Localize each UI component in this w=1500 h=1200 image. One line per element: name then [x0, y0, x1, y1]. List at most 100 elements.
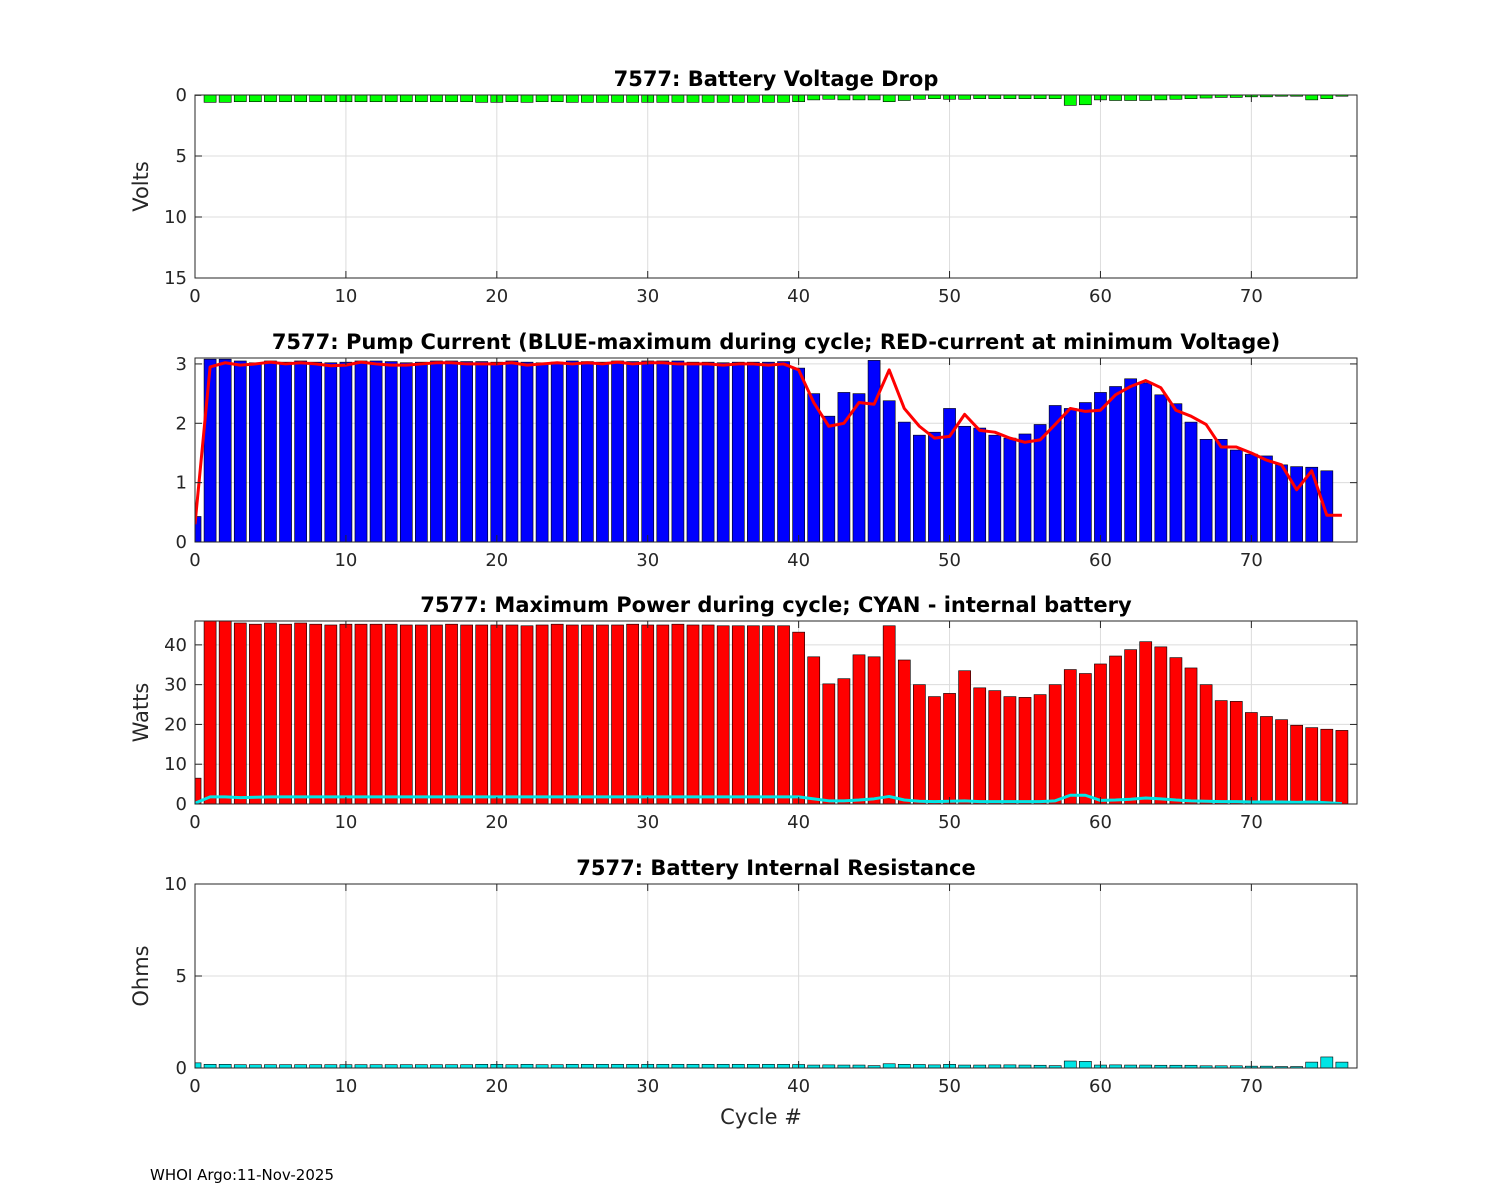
x-tick-label: 20: [485, 812, 508, 833]
bar: [1124, 1064, 1137, 1068]
bar: [1275, 464, 1288, 542]
bar: [399, 362, 413, 542]
bar: [852, 1064, 866, 1068]
chart-title: 7577: Maximum Power during cycle; CYAN -…: [420, 593, 1132, 617]
bar: [550, 361, 564, 542]
bar: [958, 1064, 971, 1068]
bar: [1033, 694, 1047, 804]
bar: [611, 360, 624, 542]
bar: [1214, 439, 1228, 542]
x-tick-label: 70: [1240, 550, 1263, 571]
y-tick-label: 0: [176, 85, 187, 106]
bar: [731, 1064, 745, 1068]
bar: [1260, 716, 1273, 804]
bar: [928, 696, 941, 804]
bar: [1245, 453, 1258, 542]
y-tick-label: 3: [176, 354, 187, 375]
bar: [1335, 95, 1349, 97]
bar: [324, 362, 338, 542]
bar: [264, 622, 277, 804]
bar: [867, 1065, 881, 1068]
bar: [656, 1064, 670, 1068]
bar: [611, 95, 624, 103]
bar: [882, 400, 896, 542]
axes-frame: [194, 357, 1358, 543]
bar: [1290, 724, 1303, 804]
bar: [1003, 95, 1017, 99]
x-tick-label: 70: [1240, 1076, 1263, 1097]
bar: [218, 95, 232, 103]
bar: [475, 361, 489, 542]
bar: [943, 693, 956, 804]
y-tick-label: 2: [176, 413, 187, 434]
bar: [399, 95, 413, 103]
bar: [249, 362, 262, 542]
axes-background: [195, 621, 1357, 804]
x-tick-label: 10: [334, 286, 357, 307]
bar: [822, 415, 836, 542]
bar: [1305, 1061, 1319, 1068]
bar: [762, 95, 775, 103]
bar: [581, 624, 594, 804]
bar: [596, 361, 609, 542]
bar: [1320, 470, 1334, 542]
bar: [731, 361, 745, 542]
bar: [369, 623, 383, 804]
bar: [1048, 1065, 1062, 1068]
bar: [1063, 95, 1077, 106]
bar: [203, 1064, 217, 1068]
bar: [671, 1064, 685, 1068]
bar: [475, 1064, 489, 1068]
x-tick-label: 10: [334, 550, 357, 571]
axes-background: [195, 358, 1357, 542]
bar: [1079, 95, 1092, 106]
bar: [354, 95, 368, 103]
bar: [747, 1064, 760, 1068]
bar: [852, 95, 866, 101]
bar: [671, 623, 685, 804]
bar: [1184, 667, 1198, 804]
series-line: [195, 360, 1342, 525]
bar: [701, 95, 715, 103]
bar: [1199, 684, 1213, 804]
bar: [686, 624, 700, 804]
bar: [882, 95, 896, 103]
bar: [701, 361, 715, 542]
bar: [294, 622, 307, 804]
bar: [354, 360, 368, 542]
bar: [897, 95, 911, 101]
x-tick-label: 40: [787, 550, 810, 571]
bar: [581, 95, 594, 103]
bar: [656, 624, 670, 804]
bar: [822, 683, 836, 804]
bar: [1109, 386, 1122, 542]
bar: [384, 95, 398, 103]
bar: [460, 361, 473, 542]
bar: [339, 623, 353, 804]
bar: [747, 95, 760, 103]
bar: [731, 625, 745, 804]
bar: [535, 362, 549, 542]
bar: [294, 95, 307, 103]
chart-title: 7577: Battery Voltage Drop: [614, 67, 939, 91]
plot-area: [195, 95, 1349, 106]
bar: [1169, 657, 1183, 804]
bar: [1048, 95, 1062, 99]
bar: [1003, 696, 1017, 804]
bar: [792, 631, 805, 804]
bar: [1305, 727, 1319, 804]
bar: [596, 1064, 609, 1068]
bar: [1033, 424, 1047, 542]
bar: [505, 95, 519, 103]
bar: [1094, 663, 1107, 804]
y-tick-label: 30: [164, 675, 187, 696]
bar: [641, 624, 655, 804]
bar: [837, 678, 851, 804]
y-tick-label: 1: [176, 473, 187, 494]
bar: [852, 654, 866, 804]
bar: [550, 623, 564, 804]
y-tick-label: 5: [176, 966, 187, 987]
bar: [686, 1064, 700, 1068]
x-tick-label: 10: [334, 1076, 357, 1097]
bar: [1018, 95, 1032, 99]
